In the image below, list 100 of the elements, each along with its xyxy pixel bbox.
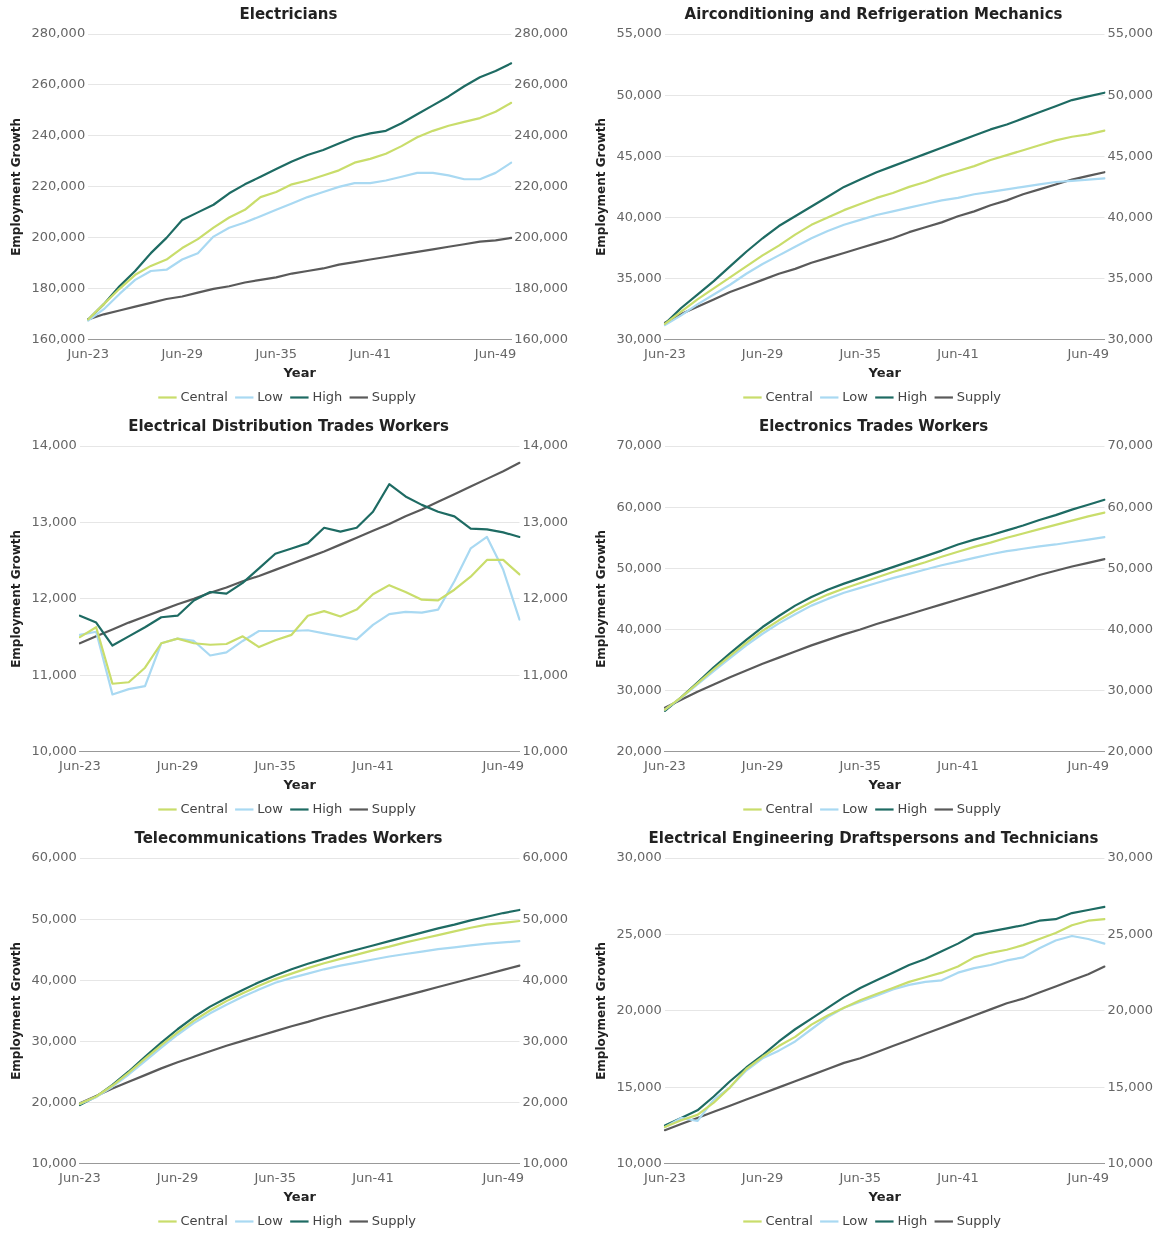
y-tick-label: 260,000 [31, 76, 86, 92]
y-tick-label: 280,000 [31, 25, 86, 41]
y2-tick-label: 50,000 [522, 910, 569, 926]
x-tick-label: Jun-29 [740, 345, 784, 361]
x-tick-label: Jun-23 [643, 757, 686, 773]
y2-tick-label: 20,000 [1107, 1002, 1154, 1018]
y2-tick-label: 240,000 [514, 127, 569, 143]
chart-title: Airconditioning and Refrigeration Mechanics [684, 4, 1063, 23]
y2-tick-label: 30,000 [1107, 331, 1154, 347]
y2-tick-label: 70,000 [1107, 437, 1154, 453]
legend-label: High [897, 800, 928, 816]
x-tick-label: Jun-41 [348, 345, 391, 361]
x-tick-label: Jun-49 [481, 1169, 524, 1185]
x-axis-title: Year [282, 776, 317, 792]
legend-label: Low [842, 388, 869, 404]
x-tick-label: Jun-49 [481, 757, 524, 773]
y2-tick-label: 60,000 [522, 849, 569, 865]
legend-label: Low [257, 1212, 284, 1228]
y2-tick-label: 160,000 [514, 331, 569, 347]
legend-label: High [897, 388, 928, 404]
y2-tick-label: 10,000 [522, 743, 569, 759]
y2-tick-label: 12,000 [522, 590, 569, 606]
x-tick-label: Jun-41 [936, 1169, 979, 1185]
x-tick-label: Jun-49 [473, 345, 517, 361]
y2-tick-label: 40,000 [522, 971, 569, 987]
legend-label: Low [257, 388, 284, 404]
y2-tick-label: 10,000 [1107, 1155, 1154, 1171]
y-axis-title: Employment Growth [9, 941, 24, 1080]
y2-tick-label: 11,000 [522, 666, 569, 682]
legend-label: High [312, 800, 343, 816]
legend-label: Supply [956, 1212, 1002, 1228]
y-tick-label: 11,000 [31, 666, 77, 682]
legend-label: Supply [956, 388, 1002, 404]
y-tick-label: 220,000 [31, 178, 86, 194]
y2-tick-label: 10,000 [522, 1155, 569, 1171]
chart-title: Electronics Trades Workers [758, 416, 989, 435]
y2-tick-label: 50,000 [1107, 86, 1154, 102]
legend-label: Central [765, 388, 813, 404]
y-tick-label: 13,000 [31, 513, 77, 529]
y2-tick-label: 15,000 [1107, 1078, 1154, 1094]
x-tick-label: Jun-35 [253, 757, 297, 773]
chart-title: Telecommunications Trades Workers [134, 828, 443, 847]
y-tick-label: 20,000 [616, 1002, 662, 1018]
legend-label: Central [765, 800, 813, 816]
x-axis-title: Year [282, 364, 317, 380]
x-tick-label: Jun-29 [155, 1169, 199, 1185]
chart-title: Electricians [239, 4, 338, 23]
y-axis-title: Employment Growth [594, 117, 609, 256]
y-tick-label: 240,000 [31, 127, 86, 143]
y-tick-label: 40,000 [616, 208, 662, 224]
y2-tick-label: 30,000 [1107, 682, 1154, 698]
x-tick-label: Jun-23 [58, 757, 101, 773]
y-tick-label: 180,000 [31, 280, 86, 296]
legend-label: High [897, 1212, 928, 1228]
y-tick-label: 50,000 [616, 86, 662, 102]
x-tick-label: Jun-23 [643, 1169, 686, 1185]
y2-tick-label: 180,000 [514, 280, 569, 296]
y-tick-label: 10,000 [616, 1155, 662, 1171]
x-tick-label: Jun-29 [155, 757, 199, 773]
y2-tick-label: 200,000 [514, 229, 569, 245]
y-tick-label: 50,000 [31, 910, 77, 926]
y2-tick-label: 20,000 [1107, 743, 1154, 759]
y-axis-title: Employment Growth [9, 529, 24, 668]
y-tick-label: 20,000 [616, 743, 662, 759]
legend-label: High [312, 1212, 343, 1228]
x-tick-label: Jun-41 [351, 757, 394, 773]
x-tick-label: Jun-35 [838, 757, 882, 773]
legend-label: Central [180, 800, 228, 816]
x-tick-label: Jun-41 [936, 345, 979, 361]
x-tick-label: Jun-35 [838, 1169, 882, 1185]
x-axis-title: Year [867, 364, 902, 380]
y-tick-label: 70,000 [616, 437, 662, 453]
x-tick-label: Jun-29 [740, 1169, 784, 1185]
x-axis-title: Year [867, 1188, 902, 1204]
y2-tick-label: 30,000 [1107, 849, 1154, 865]
y2-tick-label: 25,000 [1107, 925, 1154, 941]
x-tick-label: Jun-49 [1066, 345, 1109, 361]
x-axis-title: Year [282, 1188, 317, 1204]
x-tick-label: Jun-49 [1066, 757, 1109, 773]
x-axis-title: Year [867, 776, 902, 792]
y-tick-label: 14,000 [31, 437, 77, 453]
y-tick-label: 30,000 [31, 1032, 77, 1048]
x-tick-label: Jun-35 [253, 1169, 297, 1185]
legend-label: Central [180, 1212, 228, 1228]
y2-tick-label: 60,000 [1107, 498, 1154, 514]
x-tick-label: Jun-41 [936, 757, 979, 773]
y2-tick-label: 14,000 [522, 437, 569, 453]
y-tick-label: 20,000 [31, 1094, 77, 1110]
legend-label: Low [842, 800, 869, 816]
y2-tick-label: 280,000 [514, 25, 569, 41]
chart-title: Electrical Engineering Draftspersons and Technicians [648, 828, 1099, 847]
y-tick-label: 160,000 [31, 331, 86, 347]
legend-label: Supply [371, 800, 417, 816]
x-tick-label: Jun-29 [160, 345, 203, 361]
x-tick-label: Jun-35 [838, 345, 882, 361]
y2-tick-label: 30,000 [522, 1032, 569, 1048]
x-tick-label: Jun-23 [643, 345, 686, 361]
x-tick-label: Jun-49 [1066, 1169, 1109, 1185]
y-axis-title: Employment Growth [9, 117, 24, 256]
y-tick-label: 12,000 [31, 590, 77, 606]
